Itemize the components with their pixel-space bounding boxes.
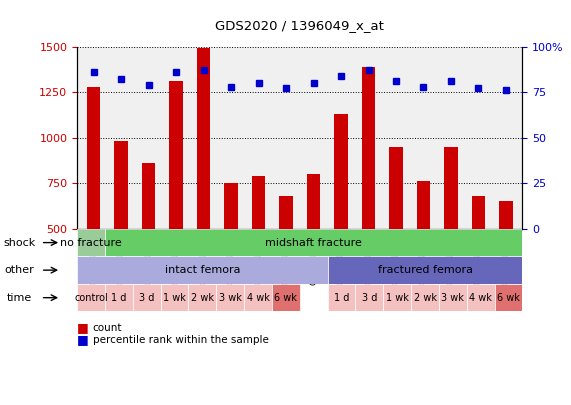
- Text: 2 wk: 2 wk: [191, 293, 214, 303]
- Text: fractured femora: fractured femora: [377, 265, 473, 275]
- Bar: [87, 87, 100, 320]
- Bar: [272, 284, 300, 311]
- Text: 3 wk: 3 wk: [219, 293, 242, 303]
- Bar: [328, 256, 522, 284]
- Text: time: time: [7, 293, 33, 303]
- Bar: [196, 48, 211, 320]
- Text: no fracture: no fracture: [60, 238, 122, 247]
- Text: 3 d: 3 d: [139, 293, 154, 303]
- Text: 6 wk: 6 wk: [497, 293, 520, 303]
- Bar: [252, 176, 266, 320]
- Text: control: control: [74, 293, 108, 303]
- Bar: [244, 284, 272, 311]
- Bar: [472, 196, 485, 320]
- Bar: [224, 183, 238, 320]
- Text: intact femora: intact femora: [164, 265, 240, 275]
- Bar: [77, 284, 105, 311]
- Text: 4 wk: 4 wk: [469, 293, 492, 303]
- Text: 6 wk: 6 wk: [275, 293, 297, 303]
- Text: ■: ■: [77, 321, 89, 334]
- Bar: [132, 284, 160, 311]
- Text: count: count: [93, 323, 122, 333]
- Text: 1 wk: 1 wk: [386, 293, 409, 303]
- Bar: [216, 284, 244, 311]
- Bar: [411, 284, 439, 311]
- Bar: [334, 114, 348, 320]
- Bar: [77, 229, 105, 256]
- Text: 3 wk: 3 wk: [441, 293, 464, 303]
- Bar: [499, 202, 513, 320]
- Text: ■: ■: [77, 333, 89, 346]
- Bar: [114, 141, 128, 320]
- Text: 1 d: 1 d: [334, 293, 349, 303]
- Bar: [417, 181, 431, 320]
- Bar: [328, 284, 355, 311]
- Bar: [307, 174, 320, 320]
- Bar: [467, 284, 494, 311]
- Text: 3 d: 3 d: [361, 293, 377, 303]
- Bar: [77, 256, 328, 284]
- Bar: [142, 163, 155, 320]
- Text: 1 wk: 1 wk: [163, 293, 186, 303]
- Bar: [279, 196, 293, 320]
- Bar: [444, 147, 458, 320]
- Text: 2 wk: 2 wk: [413, 293, 437, 303]
- Text: GDS2020 / 1396049_x_at: GDS2020 / 1396049_x_at: [215, 19, 384, 32]
- Text: 1 d: 1 d: [111, 293, 127, 303]
- Bar: [383, 284, 411, 311]
- Bar: [105, 284, 133, 311]
- Text: other: other: [5, 265, 35, 275]
- Bar: [160, 284, 188, 311]
- Bar: [439, 284, 467, 311]
- Text: 4 wk: 4 wk: [247, 293, 270, 303]
- Bar: [169, 81, 183, 320]
- Text: midshaft fracture: midshaft fracture: [266, 238, 362, 247]
- Text: percentile rank within the sample: percentile rank within the sample: [93, 335, 268, 345]
- Bar: [188, 284, 216, 311]
- Bar: [494, 284, 522, 311]
- Bar: [361, 66, 375, 320]
- Bar: [355, 284, 383, 311]
- Text: shock: shock: [3, 238, 36, 247]
- Bar: [389, 147, 403, 320]
